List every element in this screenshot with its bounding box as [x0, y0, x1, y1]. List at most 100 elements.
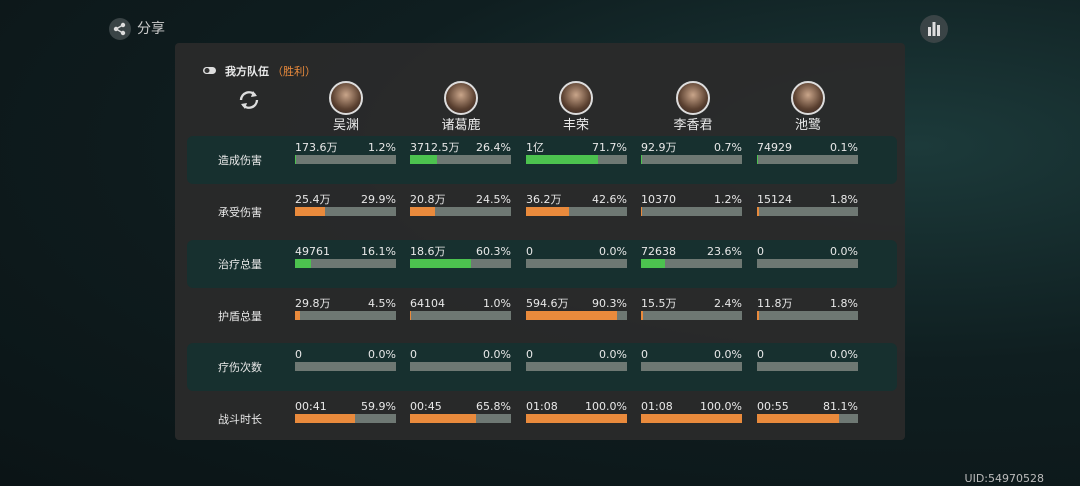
bar-fill	[526, 155, 599, 164]
cell-value: 00:41	[295, 400, 327, 413]
row-label: 承受伤害	[218, 206, 262, 219]
uid: UID:54970528	[964, 472, 1044, 485]
bar-fill	[641, 259, 665, 268]
bar-track	[641, 259, 742, 268]
cell-value: 20.8万	[410, 193, 446, 206]
bar-fill	[410, 259, 471, 268]
cell-percent: 1.2%	[714, 193, 742, 206]
cell-value: 0	[641, 348, 648, 361]
bar-fill	[641, 311, 644, 320]
row-label: 护盾总量	[218, 310, 262, 323]
cell-percent: 60.3%	[476, 245, 511, 258]
cell-value: 15124	[757, 193, 792, 206]
row-label: 疗伤次数	[218, 361, 262, 374]
hero-name: 池鹭	[794, 118, 821, 133]
bar-fill	[295, 155, 297, 164]
cell-value: 594.6万	[526, 297, 569, 310]
bar-track	[410, 362, 511, 371]
cell-percent: 0.1%	[830, 141, 858, 154]
bar-track	[295, 311, 396, 320]
cell-value: 74929	[757, 141, 792, 154]
cell-value: 173.6万	[295, 141, 338, 154]
cell-percent: 0.0%	[830, 348, 858, 361]
cell-percent: 1.0%	[483, 297, 511, 310]
hero-avatar	[559, 81, 593, 115]
hero-avatar	[791, 81, 825, 115]
cell-percent: 100.0%	[700, 400, 742, 413]
cell-value: 1亿	[526, 141, 544, 154]
cell-value: 11.8万	[757, 297, 793, 310]
bar-track	[526, 207, 627, 216]
cell-percent: 26.4%	[476, 141, 511, 154]
cell-percent: 65.8%	[476, 400, 511, 413]
bar-fill	[410, 414, 477, 423]
cell-percent: 71.7%	[592, 141, 627, 154]
hero-avatar	[329, 81, 363, 115]
bar-fill	[641, 207, 643, 216]
bar-track	[295, 207, 396, 216]
bar-track	[295, 362, 396, 371]
cell-value: 01:08	[641, 400, 673, 413]
cell-value: 0	[410, 348, 417, 361]
bar-track	[757, 414, 858, 423]
bar-fill	[757, 414, 839, 423]
cell-percent: 0.0%	[599, 245, 627, 258]
hero-name: 丰荣	[562, 118, 589, 133]
hero-avatar	[676, 81, 710, 115]
cell-value: 00:55	[757, 400, 789, 413]
bar-fill	[641, 155, 642, 164]
bar-track	[410, 155, 511, 164]
cell-value: 18.6万	[410, 245, 446, 258]
cell-percent: 24.5%	[476, 193, 511, 206]
bar-track	[641, 155, 742, 164]
row-label: 造成伤害	[218, 154, 262, 167]
bar-fill	[757, 207, 759, 216]
hero-name: 吴渊	[332, 118, 359, 133]
bar-fill	[295, 414, 356, 423]
bar-track	[641, 207, 742, 216]
cell-percent: 100.0%	[585, 400, 627, 413]
cell-value: 64104	[410, 297, 445, 310]
bar-fill	[410, 207, 435, 216]
cell-value: 72638	[641, 245, 676, 258]
bar-track	[757, 155, 858, 164]
bar-track	[526, 155, 627, 164]
bar-fill	[526, 311, 618, 320]
cell-value: 0	[295, 348, 302, 361]
cell-value: 92.9万	[641, 141, 677, 154]
bar-fill	[295, 311, 300, 320]
cell-percent: 2.4%	[714, 297, 742, 310]
cell-percent: 59.9%	[361, 400, 396, 413]
cell-value: 0	[526, 245, 533, 258]
bar-track	[757, 362, 858, 371]
team-title: 我方队伍	[225, 65, 269, 78]
share-button[interactable]: 分享	[108, 17, 168, 41]
cell-value: 25.4万	[295, 193, 331, 206]
bar-fill	[295, 207, 326, 216]
cell-percent: 1.8%	[830, 193, 858, 206]
bar-fill	[757, 311, 759, 320]
refresh-button[interactable]	[236, 88, 262, 112]
bar-track	[295, 155, 396, 164]
bar-track	[410, 311, 511, 320]
bar-track	[410, 414, 511, 423]
bar-fill	[295, 259, 312, 268]
bar-fill	[641, 414, 742, 423]
toggle-icon	[203, 67, 216, 74]
hero-avatar	[444, 81, 478, 115]
cell-value: 0	[757, 245, 764, 258]
bar-track	[295, 259, 396, 268]
cell-percent: 0.0%	[714, 348, 742, 361]
cell-percent: 0.7%	[714, 141, 742, 154]
bar-track	[295, 414, 396, 423]
stats-button[interactable]	[919, 14, 949, 44]
bar-track	[757, 311, 858, 320]
cell-percent: 42.6%	[592, 193, 627, 206]
row-label: 战斗时长	[218, 413, 262, 426]
cell-percent: 16.1%	[361, 245, 396, 258]
hero-name: 李香君	[673, 118, 713, 133]
cell-value: 01:08	[526, 400, 558, 413]
cell-value: 3712.5万	[410, 141, 460, 154]
hero-name: 诸葛鹿	[441, 118, 481, 133]
cell-percent: 29.9%	[361, 193, 396, 206]
